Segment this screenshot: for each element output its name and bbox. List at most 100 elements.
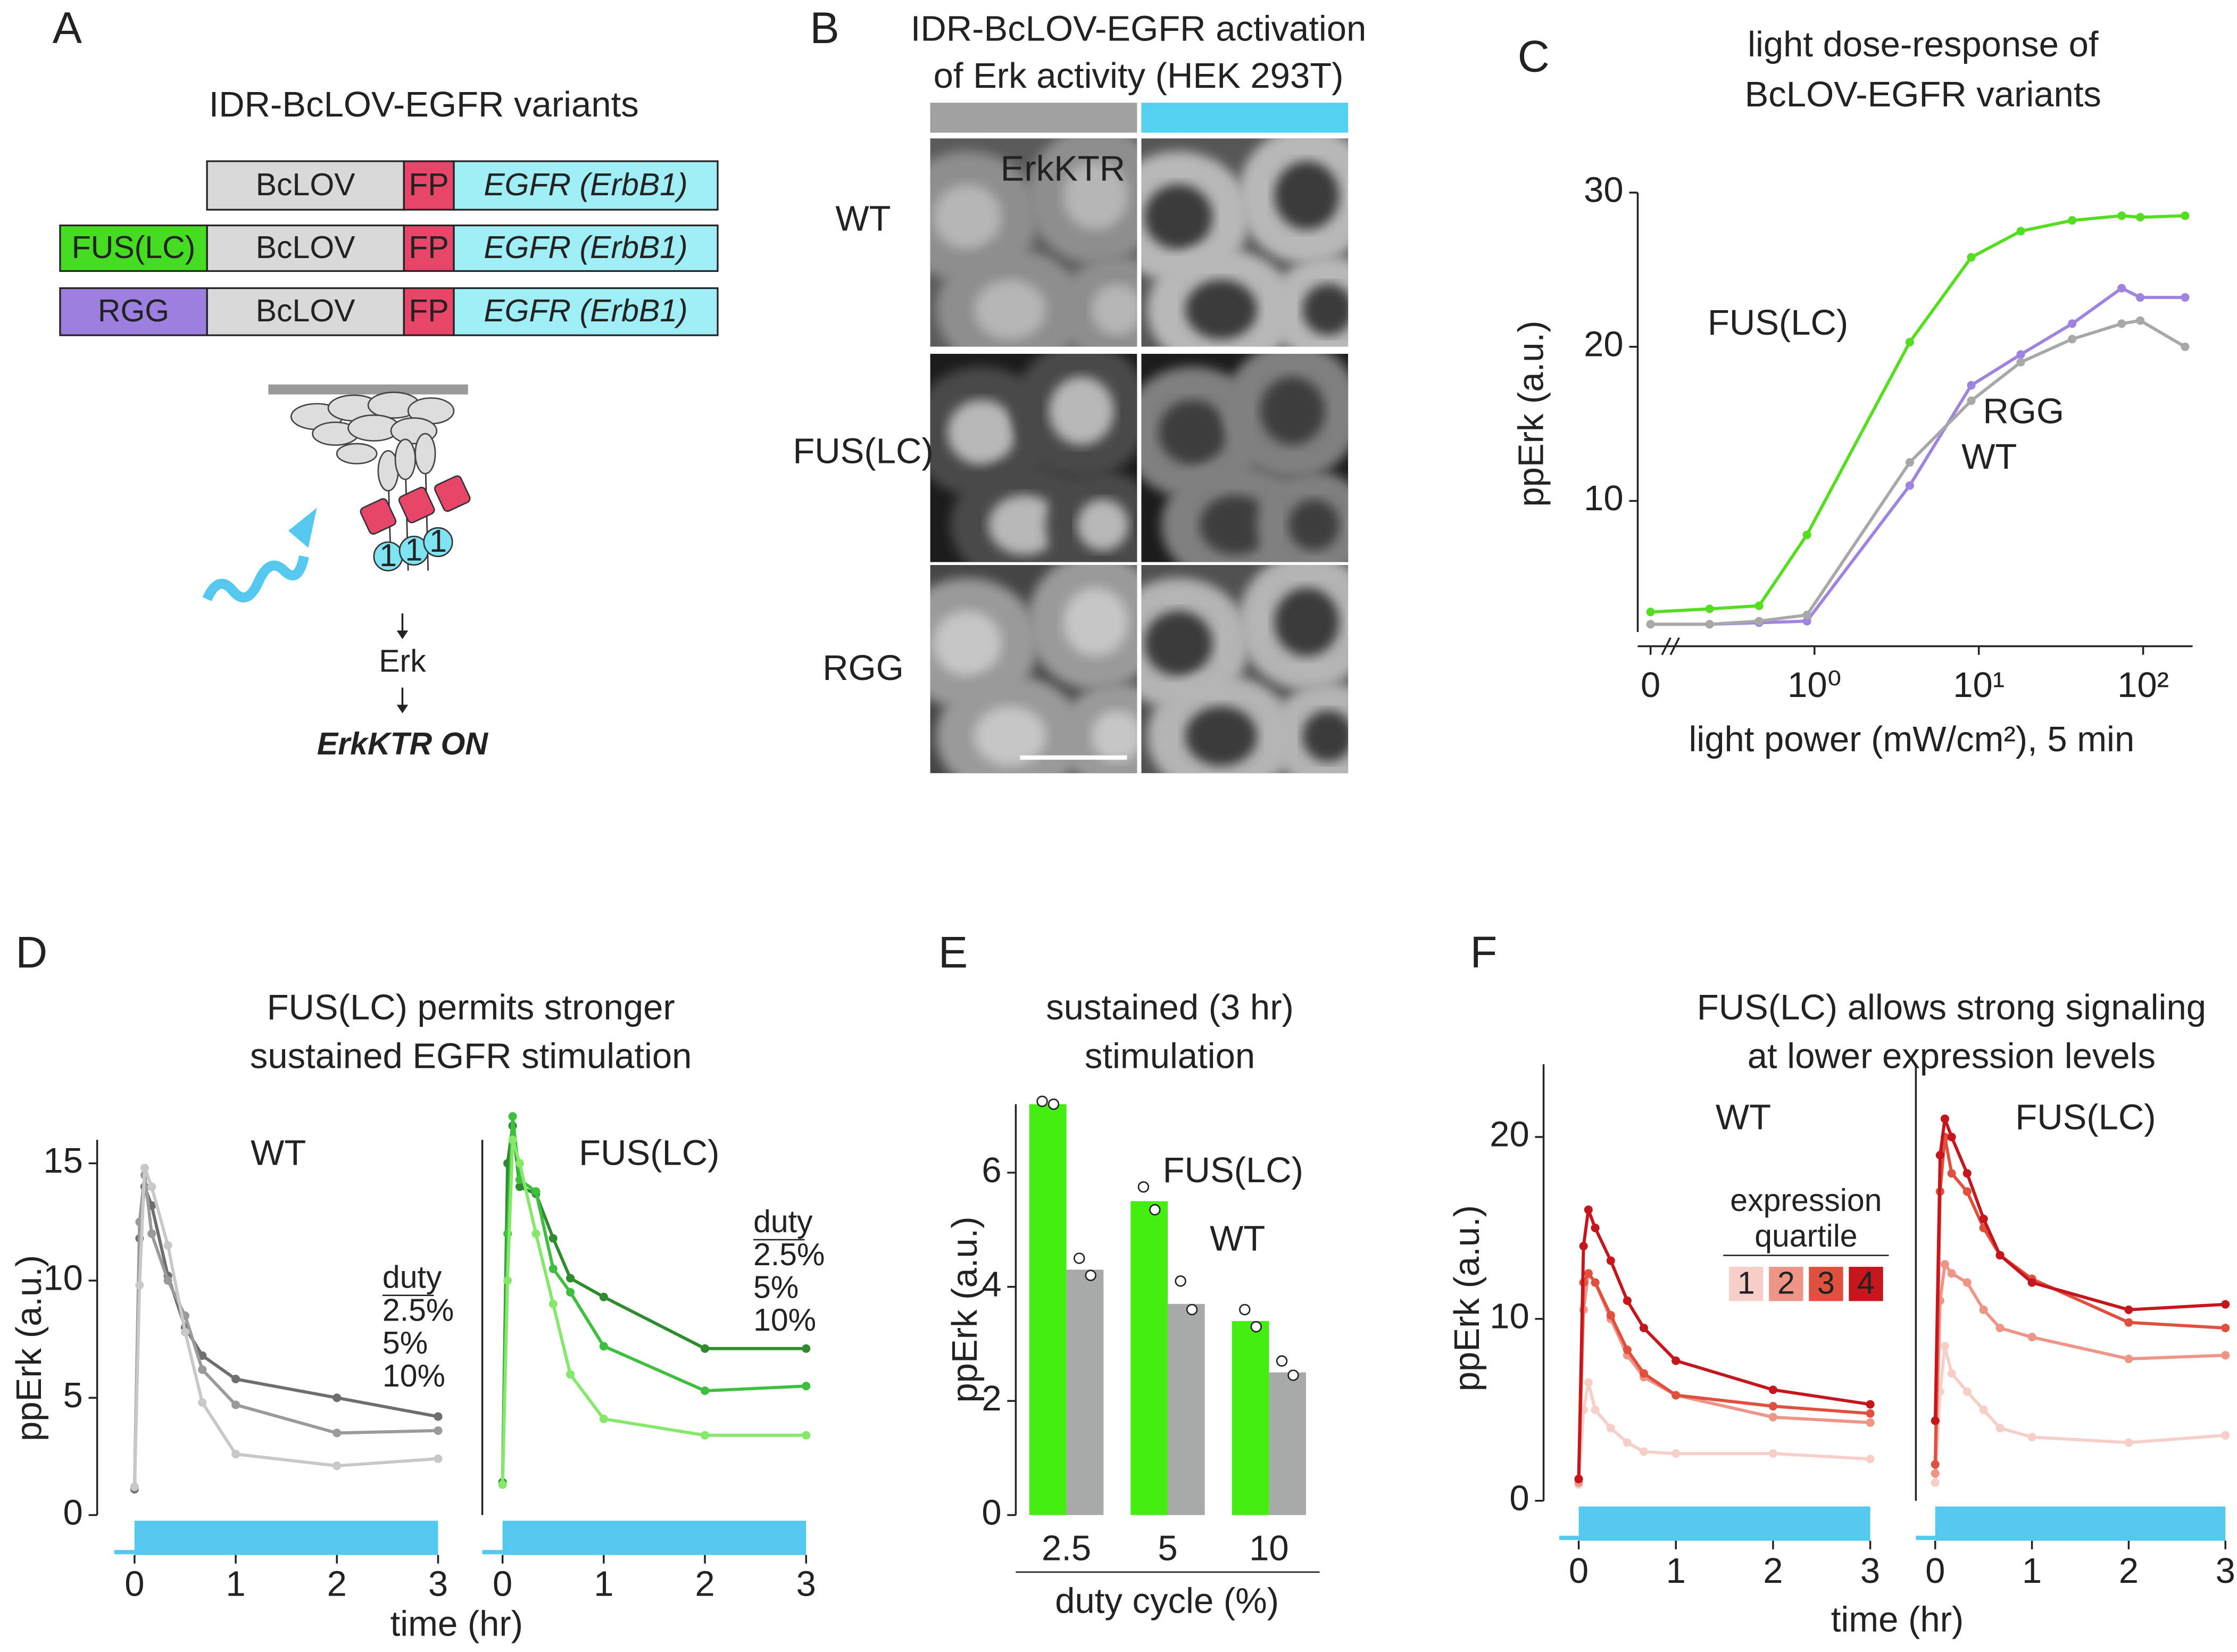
- legend-entry: 2: [1777, 1266, 1795, 1300]
- data-point: [1671, 1356, 1681, 1365]
- data-point: [2181, 293, 2190, 302]
- nucleus: [1091, 284, 1137, 336]
- data-point: [1931, 1478, 1940, 1487]
- series-label: WT: [1961, 437, 2017, 477]
- row-label: FUS(LC): [793, 431, 933, 471]
- x-tick-label: 10²: [2117, 665, 2169, 705]
- data-point: [531, 1229, 540, 1238]
- data-point: [1639, 1447, 1649, 1456]
- legend-entry: 5%: [753, 1271, 799, 1305]
- data-point: [548, 1234, 558, 1243]
- data-point: [1591, 1405, 1600, 1414]
- nucleus: [1199, 495, 1271, 555]
- data-point: [1623, 1438, 1632, 1447]
- data-point: [1931, 1460, 1940, 1469]
- data-point: [1995, 1423, 2005, 1433]
- y-tick-label: 10: [1584, 478, 1624, 518]
- data-point: [1671, 1391, 1681, 1400]
- data-point: [1931, 1469, 1940, 1478]
- data-point: [1940, 1114, 1949, 1123]
- data-point: [548, 1264, 558, 1273]
- panel-letter: C: [1518, 32, 1550, 81]
- nucleus: [1158, 400, 1227, 465]
- series-line: [1933, 1136, 2226, 1465]
- light-period: [502, 1521, 806, 1555]
- data-point: [599, 1342, 608, 1351]
- data-point: [548, 1299, 558, 1308]
- data-point: [332, 1461, 342, 1471]
- replicate-point: [1175, 1275, 1186, 1287]
- data-point: [198, 1365, 207, 1374]
- data-point: [1905, 338, 1914, 347]
- data-point: [2124, 1438, 2133, 1447]
- x-tick-label: 1: [1666, 1551, 1686, 1591]
- data-point: [802, 1344, 811, 1353]
- data-point: [2136, 316, 2145, 325]
- panel-letter: B: [810, 3, 839, 53]
- data-point: [515, 1182, 525, 1191]
- chart-title: light dose-response of: [1748, 24, 2099, 64]
- nucleus: [1144, 184, 1213, 250]
- data-point: [1995, 1323, 2005, 1333]
- data-point: [2181, 342, 2190, 351]
- data-point: [1802, 617, 1811, 626]
- replicate-point: [1036, 1095, 1048, 1107]
- y-tick-label: 10: [1490, 1297, 1529, 1336]
- data-point: [140, 1164, 149, 1173]
- nucleus: [1274, 161, 1340, 230]
- stain-label: ErkKTR: [1001, 148, 1126, 188]
- segment-label: RGG: [98, 294, 169, 328]
- light-period: [134, 1521, 438, 1555]
- legend-title: duty: [753, 1205, 813, 1239]
- data-point: [2181, 211, 2190, 220]
- nucleus: [1077, 499, 1129, 551]
- data-point: [1574, 1474, 1583, 1483]
- y-tick-label: 6: [982, 1150, 1001, 1190]
- data-point: [599, 1414, 608, 1423]
- data-point: [508, 1112, 517, 1121]
- legend-entry: 1: [1737, 1266, 1755, 1300]
- data-point: [1962, 1187, 1972, 1196]
- y-tick-label: 2: [982, 1379, 1001, 1418]
- data-point: [434, 1454, 443, 1463]
- replicate-point: [1149, 1204, 1161, 1216]
- data-point: [1866, 1455, 1875, 1464]
- data-point: [1962, 1278, 1972, 1287]
- segment-label: FP: [409, 230, 448, 265]
- data-point: [566, 1274, 575, 1283]
- micrograph: [930, 138, 1137, 347]
- micrograph: [930, 564, 1137, 774]
- data-point: [508, 1135, 517, 1144]
- data-point: [163, 1276, 172, 1285]
- data-point: [498, 1480, 507, 1489]
- bar: [1130, 1201, 1168, 1515]
- x-axis-label: time (hr): [1831, 1599, 1964, 1639]
- y-tick-label: 10: [43, 1258, 83, 1298]
- nucleus: [1185, 279, 1258, 340]
- chart-title: BcLOV-EGFR variants: [1745, 74, 2101, 114]
- axis-break: [1661, 637, 1671, 655]
- axis-break: [1669, 637, 1680, 655]
- data-point: [1995, 1251, 2005, 1260]
- y-tick-label: 20: [1584, 324, 1624, 364]
- light-period: [1578, 1506, 1870, 1541]
- readout-label: ErkKTR ON: [317, 727, 489, 761]
- data-point: [1979, 1405, 1988, 1414]
- data-point: [147, 1182, 156, 1191]
- nucleus: [1063, 587, 1128, 657]
- data-point: [2117, 319, 2126, 328]
- construct-segment: [59, 225, 208, 272]
- y-axis-label: ppErk (a.u.): [9, 1255, 49, 1441]
- x-axis-label: duty cycle (%): [1055, 1581, 1279, 1621]
- data-point: [2221, 1351, 2230, 1360]
- legend-entry: 2.5%: [753, 1238, 825, 1272]
- replicate-point: [1074, 1252, 1085, 1264]
- data-point: [231, 1374, 240, 1384]
- light-arrowhead: [288, 508, 317, 548]
- data-point: [1768, 1385, 1777, 1394]
- x-tick-label: 5: [1158, 1528, 1177, 1568]
- data-point: [1962, 1387, 1972, 1396]
- kinase-label: 1: [429, 524, 447, 559]
- data-point: [198, 1351, 207, 1360]
